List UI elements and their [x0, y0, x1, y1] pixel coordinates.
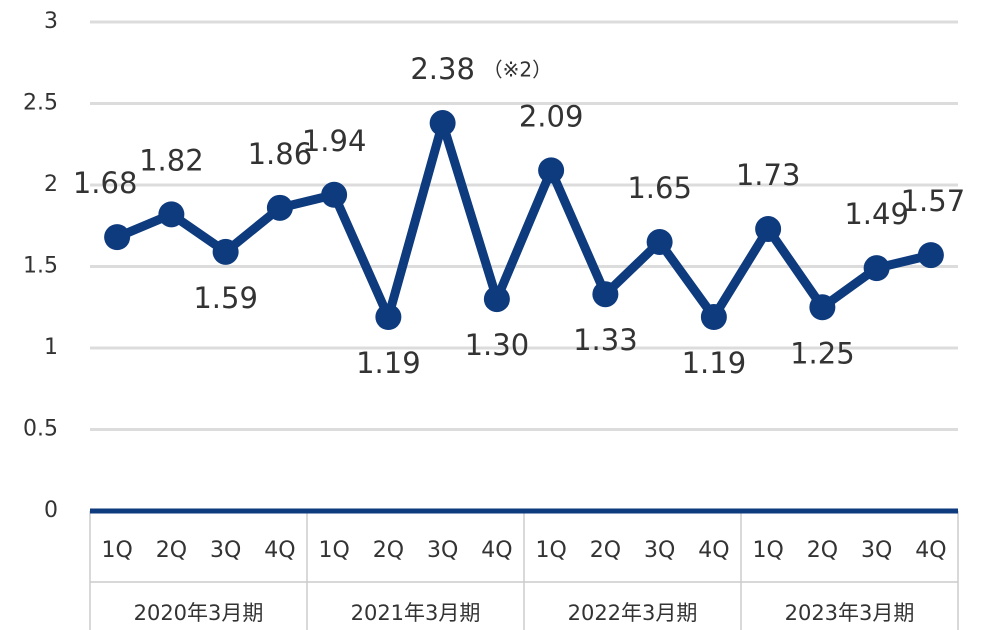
y-tick-label: 1: [44, 335, 58, 360]
data-point: [483, 286, 510, 313]
y-tick-label: 1.5: [23, 254, 58, 279]
data-point: [592, 281, 619, 308]
data-label: 1.30: [465, 328, 530, 362]
y-tick-label: 2.5: [23, 91, 58, 116]
data-point: [809, 294, 836, 321]
data-label: 1.59: [193, 281, 258, 315]
data-label: 1.25: [790, 336, 855, 370]
x-tick-label: 4Q: [481, 538, 512, 563]
data-point: [212, 238, 239, 265]
data-label: 1.68: [73, 166, 138, 200]
group-label: 2020年3月期: [134, 601, 264, 625]
data-label: 1.82: [139, 143, 204, 177]
data-point: [646, 229, 673, 256]
data-label: 1.49: [844, 197, 909, 231]
data-label: 2.09: [519, 99, 584, 133]
x-tick-label: 3Q: [210, 538, 241, 563]
data-label: 1.57: [901, 184, 966, 218]
group-label: 2021年3月期: [351, 601, 481, 625]
data-point: [917, 242, 944, 269]
group-label: 2022年3月期: [568, 601, 698, 625]
data-label: 1.19: [682, 346, 747, 380]
data-label: 1.65: [627, 171, 692, 205]
data-point: [863, 255, 890, 282]
y-tick-label: 2: [44, 172, 58, 197]
data-label: 1.86: [248, 137, 313, 171]
x-tick-label: 4Q: [915, 538, 946, 563]
annotation: （※2）: [483, 58, 552, 82]
y-tick-label: 0: [44, 498, 58, 523]
data-label: 1.94: [302, 124, 367, 158]
x-tick-label: 1Q: [752, 538, 783, 563]
x-tick-label: 3Q: [644, 538, 675, 563]
data-point: [104, 224, 131, 251]
data-point: [158, 201, 185, 228]
x-tick-label: 2Q: [807, 538, 838, 563]
x-tick-label: 4Q: [264, 538, 295, 563]
x-tick-label: 4Q: [698, 538, 729, 563]
data-point: [321, 181, 348, 208]
x-tick-label: 3Q: [861, 538, 892, 563]
data-point: [375, 304, 402, 331]
x-tick-label: 2Q: [373, 538, 404, 563]
x-tick-label: 1Q: [101, 538, 132, 563]
data-point: [755, 216, 782, 243]
x-tick-label: 1Q: [535, 538, 566, 563]
series-line: [115, 118, 932, 322]
data-label: 1.73: [736, 158, 801, 192]
data-label: 2.38: [410, 52, 475, 86]
data-point: [538, 157, 565, 184]
y-tick-label: 3: [44, 9, 58, 34]
data-point: [266, 194, 293, 221]
data-label: 1.33: [573, 323, 638, 357]
x-tick-label: 3Q: [427, 538, 458, 563]
x-tick-label: 2Q: [590, 538, 621, 563]
data-point: [429, 110, 456, 137]
group-label: 2023年3月期: [785, 601, 915, 625]
data-point: [700, 304, 727, 331]
y-tick-label: 0.5: [23, 417, 58, 442]
x-tick-label: 2Q: [156, 538, 187, 563]
data-label: 1.19: [356, 346, 421, 380]
x-tick-label: 1Q: [318, 538, 349, 563]
